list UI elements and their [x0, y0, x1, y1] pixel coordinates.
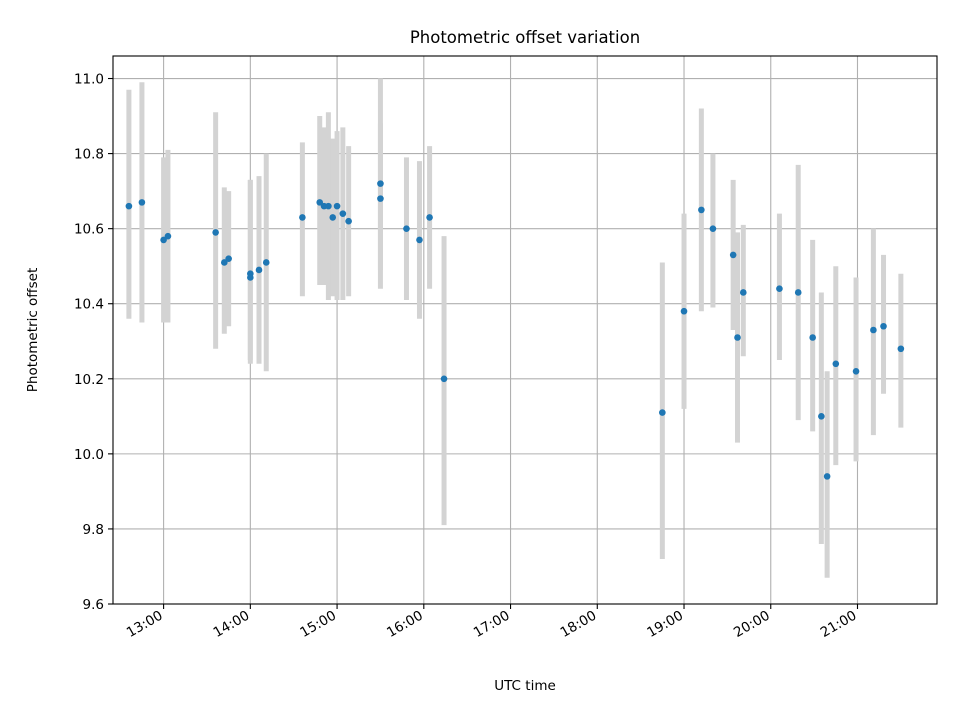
data-point [138, 199, 146, 206]
y-tick-label: 9.6 [83, 597, 104, 613]
plot-frame [112, 55, 938, 605]
y-tick-label: 10.0 [74, 447, 104, 463]
data-point [345, 217, 352, 225]
y-tick-label: 10.2 [74, 372, 104, 388]
data-point [339, 210, 347, 217]
chart-title: Photometric offset variation [410, 28, 640, 47]
data-point [316, 199, 324, 206]
data-point [299, 214, 306, 221]
data-point [164, 232, 172, 240]
x-tick-label: 13:00 [124, 608, 166, 641]
x-tick-label: 16:00 [384, 608, 426, 641]
data-point [377, 180, 384, 187]
x-tick-label: 17:00 [471, 608, 513, 641]
data-point [416, 236, 423, 244]
data-point [221, 259, 228, 266]
data-point [776, 285, 783, 293]
data-point [440, 375, 448, 383]
data-point [734, 334, 741, 341]
data-point [832, 360, 840, 368]
y-axis: 9.6 9.8 10.0 10.2 10.4 10.6 10.8 11.0 [74, 72, 113, 613]
data-point [329, 214, 337, 221]
y-tick-label: 11.0 [74, 72, 104, 88]
data-point [698, 206, 705, 214]
data-points [125, 180, 905, 480]
x-tick-label: 15:00 [297, 608, 339, 641]
data-point [325, 202, 332, 210]
x-axis-label: UTC time [494, 678, 556, 694]
y-tick-label: 10.4 [74, 297, 104, 313]
data-point [333, 202, 341, 210]
data-point [680, 307, 688, 315]
data-point [870, 326, 877, 334]
data-point [377, 195, 384, 202]
data-point [160, 236, 167, 244]
data-point [852, 367, 860, 375]
x-tick-label: 20:00 [731, 608, 773, 641]
x-tick-label: 14:00 [211, 608, 253, 641]
data-point [212, 229, 219, 236]
data-point [729, 251, 737, 259]
data-point [823, 473, 831, 480]
data-point [255, 266, 263, 274]
data-point [659, 409, 666, 416]
data-point [897, 345, 905, 353]
data-point [426, 214, 433, 221]
y-tick-label: 10.6 [74, 222, 104, 238]
x-tick-label: 18:00 [558, 608, 600, 641]
data-point [880, 322, 887, 330]
y-tick-label: 9.8 [83, 522, 104, 538]
x-tick-label: 19:00 [644, 608, 686, 641]
y-tick-label: 10.8 [74, 147, 104, 163]
data-point [262, 259, 270, 266]
data-point [739, 289, 747, 296]
data-point [403, 225, 410, 232]
y-axis-label: Photometric offset [25, 268, 41, 392]
data-point [125, 202, 133, 210]
data-point [809, 334, 816, 341]
data-point [794, 289, 802, 296]
x-axis: 13:00 14:00 15:00 16:00 17:00 18:00 19:00 20:00… [124, 604, 860, 641]
data-point [818, 413, 825, 420]
data-point [225, 255, 232, 262]
x-tick-label: 21:00 [818, 608, 860, 641]
data-point [709, 225, 717, 232]
data-point [247, 274, 254, 281]
